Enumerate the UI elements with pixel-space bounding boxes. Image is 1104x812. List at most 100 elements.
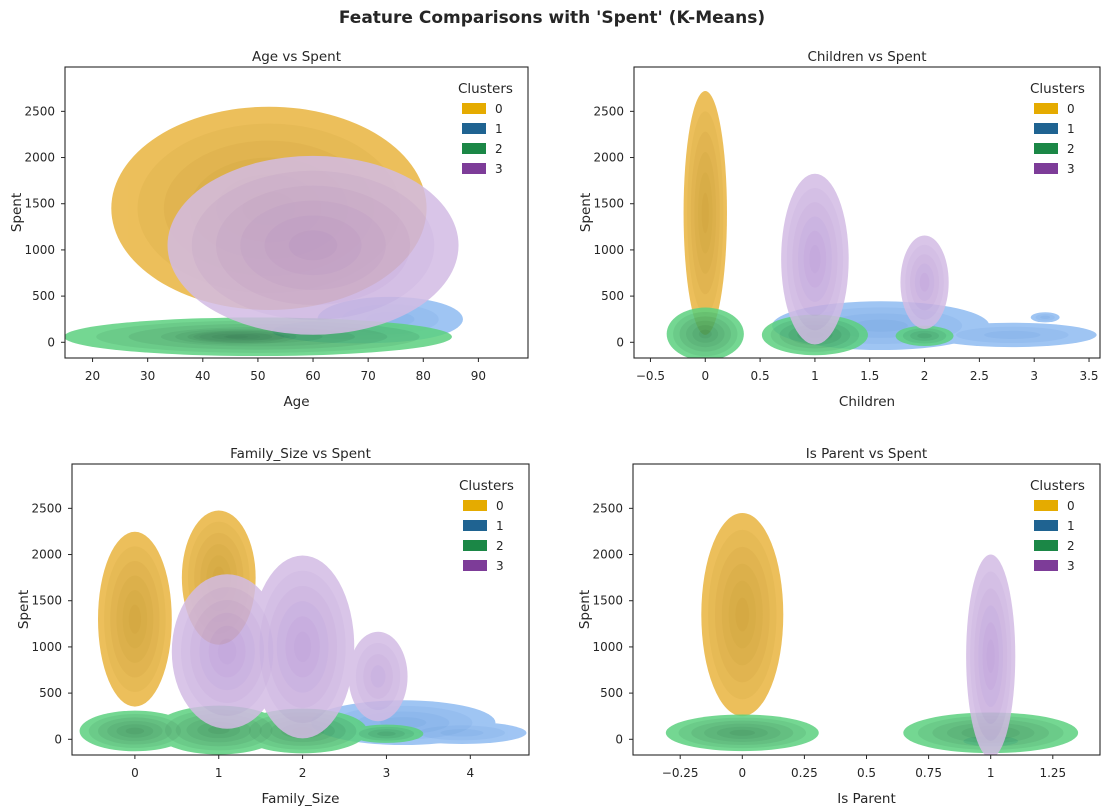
y-tick-label: 1500 [24,197,55,211]
density-contour-cluster-3 [914,263,935,301]
density-contour-cluster-0 [708,529,777,700]
density-blob-cluster-3 [250,555,355,739]
density-contour-cluster-2 [917,333,932,339]
legend-swatch-cluster-3 [1034,163,1058,174]
y-tick-label: 0 [54,732,62,746]
legend-label-cluster-1: 1 [1067,122,1075,136]
density-contour-cluster-2 [673,311,738,356]
density-contour-cluster-0 [698,172,713,254]
density-contour-cluster-2 [692,325,719,343]
x-tick-label: 3 [1030,369,1038,383]
legend-title: Clusters [1030,478,1085,494]
x-tick-label: 0 [701,369,709,383]
x-tick-label: 0.5 [751,369,770,383]
density-blob-cluster-2 [163,327,309,346]
density-contour-cluster-0 [104,546,166,693]
x-tick-label: 30 [140,369,155,383]
legend: Clusters 0 1 2 3 [459,478,514,573]
series-cluster-2 [665,712,1079,754]
x-tick-label: −0.5 [636,369,665,383]
legend-label-cluster-3: 3 [1067,559,1075,573]
series-cluster-3 [171,555,408,739]
x-tick-label: 3.5 [1079,369,1098,383]
legend-swatch-cluster-2 [1034,143,1058,154]
density-contour-cluster-3 [191,170,435,320]
density-contour-cluster-3 [355,642,401,711]
x-tick-label: 2.5 [970,369,989,383]
density-blob-cluster-1 [397,721,527,745]
density-contour-cluster-0 [116,575,154,663]
legend-swatch-cluster-0 [462,103,486,114]
y-tick-label: 1000 [593,243,624,257]
density-blob-cluster-1 [1030,312,1060,323]
legend-title: Clusters [1030,81,1085,97]
density-contour-cluster-0 [694,151,717,274]
density-blob-cluster-0 [701,512,784,717]
density-contour-cluster-3 [370,665,386,688]
density-contour-cluster-2 [368,729,405,739]
density-blob-cluster-2 [895,325,954,346]
density-contour-cluster-3 [974,588,1008,724]
density-contour-cluster-3 [986,639,995,674]
density-contour-cluster-0 [728,580,756,649]
x-tick-label: 1 [987,766,995,780]
x-tick-label: 90 [471,369,486,383]
y-tick-label: 500 [601,289,624,303]
y-tick-label: 2500 [592,501,623,515]
legend-title: Clusters [459,478,514,494]
density-contour-cluster-2 [107,720,163,742]
density-contour-cluster-3 [199,612,255,691]
legend-label-cluster-0: 0 [1067,102,1075,116]
legend-label-cluster-2: 2 [1067,142,1075,156]
density-contour-cluster-1 [853,319,908,332]
density-contour-cluster-2 [377,731,396,737]
density-contour-cluster-1 [955,326,1069,344]
legend-label-cluster-1: 1 [496,519,504,533]
density-contour-cluster-3 [208,625,246,678]
x-axis-label: Children [839,394,895,410]
density-contour-cluster-3 [285,616,320,678]
legend-swatch-cluster-1 [463,520,487,531]
y-tick-label: 2500 [31,501,62,515]
y-tick-label: 1000 [24,243,55,257]
density-contour-cluster-2 [729,729,756,736]
legend-label-cluster-0: 0 [496,499,504,513]
y-tick-label: 0 [615,732,623,746]
x-tick-label: 80 [416,369,431,383]
density-contour-cluster-3 [803,230,827,288]
density-contour-cluster-2 [187,330,285,343]
subplot-family-size: 0 1 2 3 4 0 500 1000 1500 2000 2500 Family_Size vs… [16,446,530,807]
y-tick-label: 2000 [24,151,55,165]
legend-swatch-cluster-2 [462,143,486,154]
x-tick-label: 0 [738,766,746,780]
y-tick-label: 1000 [592,640,623,654]
density-contour-cluster-3 [978,605,1003,707]
density-contour-cluster-2 [685,320,725,348]
y-tick-label: 500 [39,686,62,700]
y-tick-label: 1500 [31,594,62,608]
density-blob-cluster-3 [900,235,949,329]
density-contour-cluster-3 [970,571,1012,741]
density-contour-cluster-2 [97,717,172,745]
figure-title: Feature Comparisons with 'Spent' (K-Mean… [339,8,765,28]
density-contour-cluster-2 [211,333,261,340]
density-contour-cluster-0 [122,590,148,649]
x-tick-label: 70 [361,369,376,383]
density-contour-cluster-2 [704,723,781,742]
density-contour-cluster-2 [698,329,712,339]
legend-title: Clusters [458,81,513,97]
x-tick-label: 0.5 [857,766,876,780]
x-tick-label: 2 [921,369,929,383]
legend-swatch-cluster-3 [463,560,487,571]
density-blob-cluster-3 [966,554,1016,755]
series-cluster-3 [781,173,949,345]
legend-label-cluster-2: 2 [495,142,503,156]
legend-label-cluster-3: 3 [495,162,503,176]
x-tick-label: 0 [131,766,139,780]
density-contour-cluster-3 [268,585,338,708]
subplot-title: Children vs Spent [807,49,926,65]
density-blob-cluster-0 [683,91,727,335]
density-contour-cluster-3 [809,244,821,274]
density-contour-cluster-1 [418,725,505,741]
